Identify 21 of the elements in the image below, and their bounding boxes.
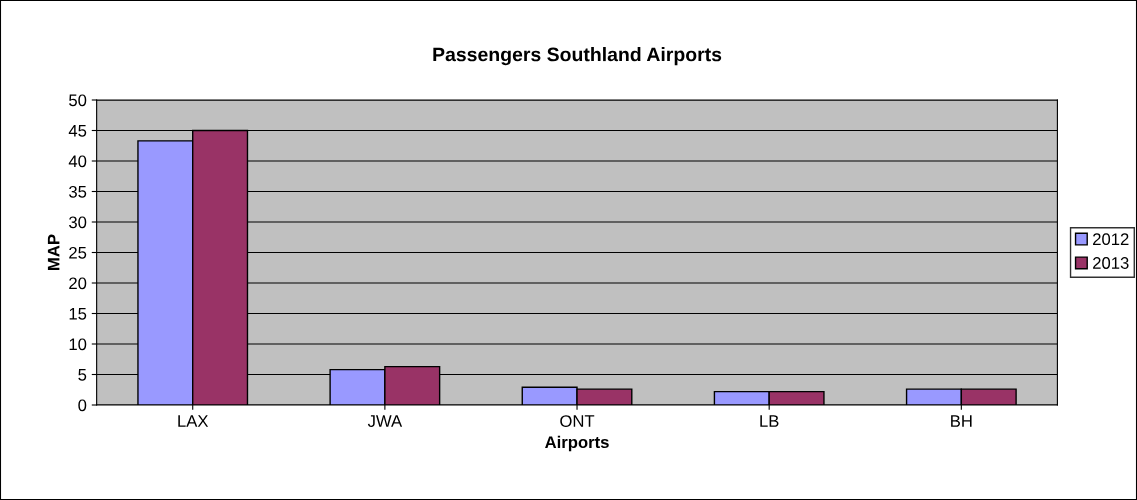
y-tick-label: 5 <box>78 369 87 381</box>
y-axis-title: MAP <box>47 234 60 270</box>
y-tick-label: 40 <box>68 155 87 168</box>
x-tick-label: BH <box>951 415 972 427</box>
y-tick-label: 45 <box>68 125 87 137</box>
x-axis-title: Airports <box>545 435 609 452</box>
legend-label: 2013 <box>1093 257 1129 269</box>
y-tick-label: 10 <box>69 338 87 351</box>
legend-label: 2012 <box>1093 233 1129 246</box>
x-tick-label: JWA <box>367 415 403 427</box>
x-tick-label: LAX <box>178 415 209 427</box>
y-tick-label: 35 <box>69 185 87 198</box>
x-tick-label: ONT <box>560 415 595 427</box>
y-tick-label: 15 <box>69 308 87 320</box>
x-tick-label: LB <box>760 415 779 427</box>
y-tick-label: 0 <box>78 399 87 412</box>
y-tick-label: 25 <box>69 246 87 259</box>
y-tick-label: 50 <box>69 94 87 107</box>
y-tick-label: 20 <box>69 277 87 290</box>
y-tick-label: 30 <box>69 216 87 229</box>
chart-title: Passengers Southland Airports <box>433 47 722 66</box>
